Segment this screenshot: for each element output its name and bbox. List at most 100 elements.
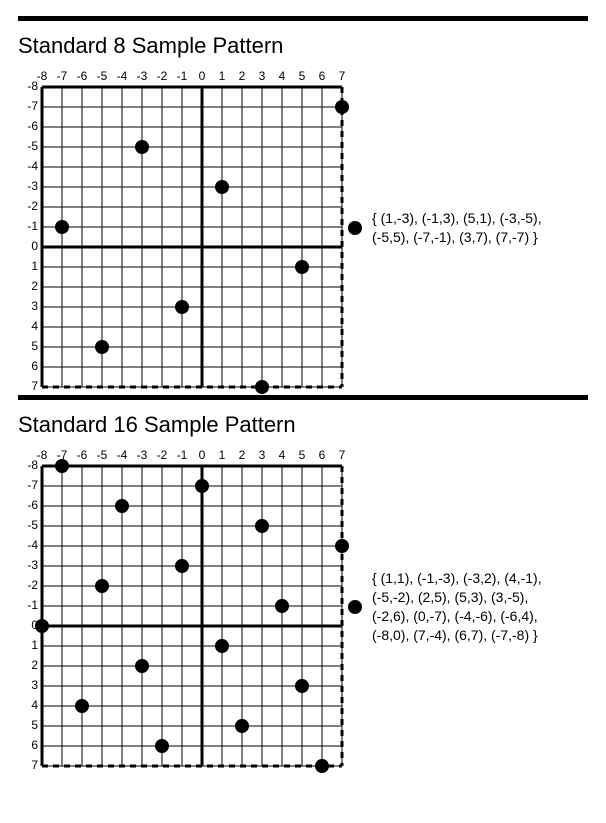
x-tick-label: -5: [94, 448, 110, 462]
grid-wrap-8: -8-8-7-7-6-6-5-5-4-4-3-3-2-2-1-100112233…: [18, 69, 342, 387]
sample-point: [295, 679, 309, 693]
y-tick-label: -3: [18, 558, 38, 572]
y-tick-label: -6: [18, 119, 38, 133]
x-tick-label: 6: [314, 69, 330, 83]
grid-wrap-16: -8-8-7-7-6-6-5-5-4-4-3-3-2-2-1-100112233…: [18, 448, 342, 766]
sample-point: [275, 599, 289, 613]
y-tick-label: 1: [18, 638, 38, 652]
x-tick-label: -6: [74, 69, 90, 83]
sample-point: [315, 759, 329, 773]
x-tick-label: 5: [294, 448, 310, 462]
y-tick-label: 0: [18, 618, 38, 632]
x-tick-label: -7: [54, 69, 70, 83]
y-tick-label: -3: [18, 179, 38, 193]
x-tick-label: 7: [334, 69, 350, 83]
sample-grid: [42, 87, 342, 387]
x-tick-label: -2: [154, 448, 170, 462]
sample-point: [95, 579, 109, 593]
x-tick-label: 4: [274, 448, 290, 462]
legend-dot-icon: [348, 221, 362, 235]
y-tick-label: 5: [18, 339, 38, 353]
sample-point: [155, 739, 169, 753]
y-tick-label: 2: [18, 658, 38, 672]
x-tick-label: 0: [194, 448, 210, 462]
section-title: Standard 8 Sample Pattern: [18, 33, 588, 59]
sample-point: [295, 260, 309, 274]
y-tick-label: -8: [18, 79, 38, 93]
sample-point: [215, 639, 229, 653]
divider-rule: [18, 395, 588, 400]
y-tick-label: -4: [18, 159, 38, 173]
legend-dot-icon: [348, 600, 362, 614]
x-tick-label: -4: [114, 448, 130, 462]
y-tick-label: -7: [18, 478, 38, 492]
sample-point: [175, 300, 189, 314]
x-tick-label: 2: [234, 448, 250, 462]
y-tick-label: 4: [18, 698, 38, 712]
divider-rule: [18, 16, 588, 21]
x-tick-label: -3: [134, 448, 150, 462]
x-tick-label: -1: [174, 69, 190, 83]
y-tick-label: 3: [18, 299, 38, 313]
y-tick-label: -2: [18, 199, 38, 213]
y-tick-label: -8: [18, 458, 38, 472]
x-tick-label: -3: [134, 69, 150, 83]
sample-point: [195, 479, 209, 493]
y-tick-label: -5: [18, 518, 38, 532]
y-tick-label: 7: [18, 758, 38, 772]
sample-point: [335, 539, 349, 553]
y-tick-label: 6: [18, 738, 38, 752]
sample-point: [235, 719, 249, 733]
x-tick-label: 5: [294, 69, 310, 83]
sample-point: [175, 559, 189, 573]
sample-point: [255, 519, 269, 533]
x-tick-label: 3: [254, 448, 270, 462]
sample-point: [135, 140, 149, 154]
x-tick-label: -1: [174, 448, 190, 462]
y-tick-label: -1: [18, 598, 38, 612]
x-tick-label: 3: [254, 69, 270, 83]
y-tick-label: 3: [18, 678, 38, 692]
sample-point: [95, 340, 109, 354]
y-tick-label: -2: [18, 578, 38, 592]
y-tick-label: 7: [18, 379, 38, 393]
sample-point: [75, 699, 89, 713]
sample-grid: [42, 466, 342, 766]
x-tick-label: 2: [234, 69, 250, 83]
y-tick-label: -7: [18, 99, 38, 113]
x-tick-label: 7: [334, 448, 350, 462]
x-tick-label: -4: [114, 69, 130, 83]
x-tick-label: -2: [154, 69, 170, 83]
y-tick-label: 0: [18, 239, 38, 253]
section-16: Standard 16 Sample Pattern -8-8-7-7-6-6-…: [18, 412, 588, 766]
x-tick-label: 0: [194, 69, 210, 83]
legend-8: { (1,-3), (-1,3), (5,1), (-3,-5), (-5,5)…: [348, 209, 588, 247]
y-tick-label: 1: [18, 259, 38, 273]
sample-point: [215, 180, 229, 194]
legend-text: { (1,1), (-1,-3), (-3,2), (4,-1), (-5,-2…: [372, 569, 542, 645]
x-tick-label: 4: [274, 69, 290, 83]
y-tick-label: -5: [18, 139, 38, 153]
y-tick-label: 4: [18, 319, 38, 333]
legend-16: { (1,1), (-1,-3), (-3,2), (4,-1), (-5,-2…: [348, 569, 588, 645]
sample-point: [335, 100, 349, 114]
section-8: Standard 8 Sample Pattern -8-8-7-7-6-6-5…: [18, 33, 588, 387]
x-tick-label: 1: [214, 69, 230, 83]
x-tick-label: 6: [314, 448, 330, 462]
section-title: Standard 16 Sample Pattern: [18, 412, 588, 438]
x-tick-label: -5: [94, 69, 110, 83]
y-tick-label: -6: [18, 498, 38, 512]
x-tick-label: -7: [54, 448, 70, 462]
y-tick-label: -1: [18, 219, 38, 233]
sample-point: [55, 220, 69, 234]
y-tick-label: 6: [18, 359, 38, 373]
legend-text: { (1,-3), (-1,3), (5,1), (-3,-5), (-5,5)…: [372, 209, 542, 247]
sample-point: [255, 380, 269, 394]
y-tick-label: -4: [18, 538, 38, 552]
sample-point: [115, 499, 129, 513]
x-tick-label: -6: [74, 448, 90, 462]
y-tick-label: 2: [18, 279, 38, 293]
x-tick-label: 1: [214, 448, 230, 462]
y-tick-label: 5: [18, 718, 38, 732]
sample-point: [135, 659, 149, 673]
